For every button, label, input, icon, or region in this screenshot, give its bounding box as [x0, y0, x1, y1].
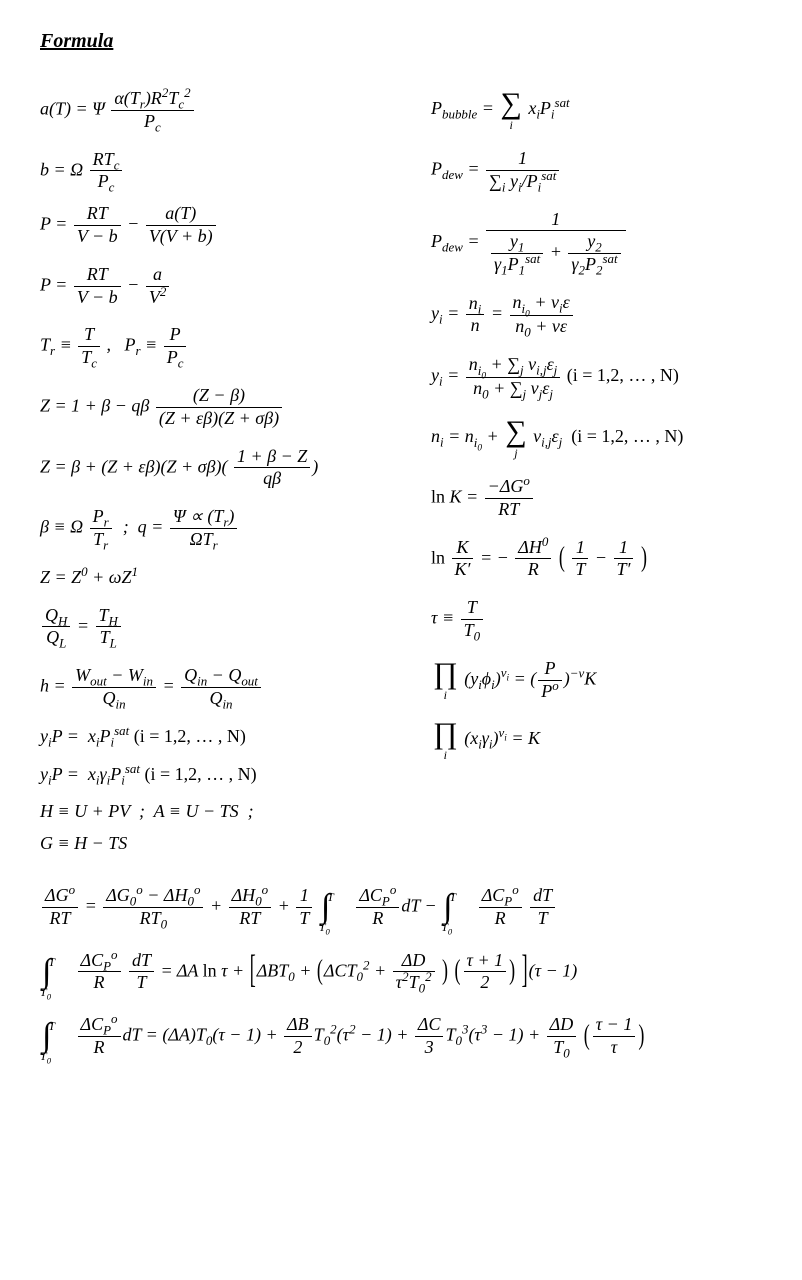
- eq-P-bubble: Pbubble = ∑i xiPisat: [431, 89, 762, 131]
- right-column: Pbubble = ∑i xiPisat Pdew = 1 ∑i yi/Pisa…: [431, 77, 762, 872]
- eq-int-dT: ∫TT0 ΔCPoRdT = (ΔA)T0(τ − 1) + ΔB2T02(τ2…: [40, 1015, 762, 1058]
- eq-P-dew: Pdew = 1 ∑i yi/Pisat: [431, 149, 762, 192]
- eq-P-dew2: Pdew = 1 y1γ1P1sat + y2γ2P2sat: [431, 210, 762, 275]
- two-columns: a(T) = Ψ α(Tr)R2Tc2Pc b = Ω RTcPc P = RT…: [40, 77, 762, 872]
- eq-yi-extent2: yi = ni0 + ∑j νi,jεj n0 + ∑j νjεj (i = 1…: [431, 355, 762, 399]
- eq-yi-extent1: yi = nin = ni0 + νiεn0 + νε: [431, 293, 762, 337]
- eq-Z-acentric: Z = Z0 + ωZ1: [40, 568, 371, 588]
- eq-beta-q: β ≡ Ω PrTr ; q = Ψ ∝ (Tr)ΩTr: [40, 507, 371, 550]
- eq-QH-QL: QHQL = THTL: [40, 606, 371, 649]
- left-column: a(T) = Ψ α(Tr)R2Tc2Pc b = Ω RTcPc P = RT…: [40, 77, 371, 872]
- eq-b: b = Ω RTcPc: [40, 150, 371, 193]
- eq-product-2: ∏i (xiγi)νi = K: [431, 719, 762, 761]
- eq-P-cubic: P = RTV − b − a(T)V(V + b): [40, 204, 371, 247]
- range-annotation: (i = 1,2, … , N): [567, 365, 679, 385]
- eq-int-dT-over-T: ∫TT0 ΔCPoR dTT = ΔA ln τ + [ΔBT0 + (ΔCT0…: [40, 951, 762, 994]
- eq-a-T: a(T) = Ψ α(Tr)R2Tc2Pc: [40, 89, 371, 132]
- range-annotation: (i = 1,2, … , N): [134, 726, 246, 746]
- eq-G: G ≡ H − TS: [40, 834, 371, 854]
- eq-tau: τ ≡ TT0: [431, 598, 762, 641]
- eq-ni-extent: ni = ni0 + ∑j νi,jεj (i = 1,2, … , N): [431, 417, 762, 459]
- range-annotation: (i = 1,2, … , N): [144, 764, 256, 784]
- eq-lnK: ln K = −ΔGoRT: [431, 477, 762, 520]
- eq-vant-hoff: ln KK′ = − ΔH0R ( 1T − 1T′ ): [431, 538, 762, 581]
- eq-P-vdw: P = RTV − b − aV2: [40, 265, 371, 308]
- eq-mod-raoult: yiP = xiγiPisat (i = 1,2, … , N): [40, 765, 371, 785]
- range-annotation: (i = 1,2, … , N): [571, 426, 683, 446]
- eq-H-A: H ≡ U + PV ; A ≡ U − TS ;: [40, 802, 371, 822]
- heading: Formula: [40, 30, 762, 53]
- eq-dG-RT: ΔGoRT = ΔG0o − ΔH0oRT0 + ΔH0oRT + 1T ∫TT…: [40, 886, 762, 929]
- eq-Z-explicit: Z = 1 + β − qβ (Z − β)(Z + εβ)(Z + σβ): [40, 386, 371, 429]
- eq-raoult: yiP = xiPisat (i = 1,2, … , N): [40, 727, 371, 747]
- eq-h-eff: h = Wout − WinQin = Qin − QoutQin: [40, 666, 371, 709]
- page: Formula a(T) = Ψ α(Tr)R2Tc2Pc b = Ω RTcP…: [0, 0, 802, 1130]
- eq-Tr-Pr: Tr ≡ TTc , Pr ≡ PPc: [40, 325, 371, 368]
- eq-product-1: ∏i (yiϕi)νi = (PPo)−νK: [431, 659, 762, 702]
- eq-Z-iter: Z = β + (Z + εβ)(Z + σβ)( 1 + β − Zqβ): [40, 447, 371, 490]
